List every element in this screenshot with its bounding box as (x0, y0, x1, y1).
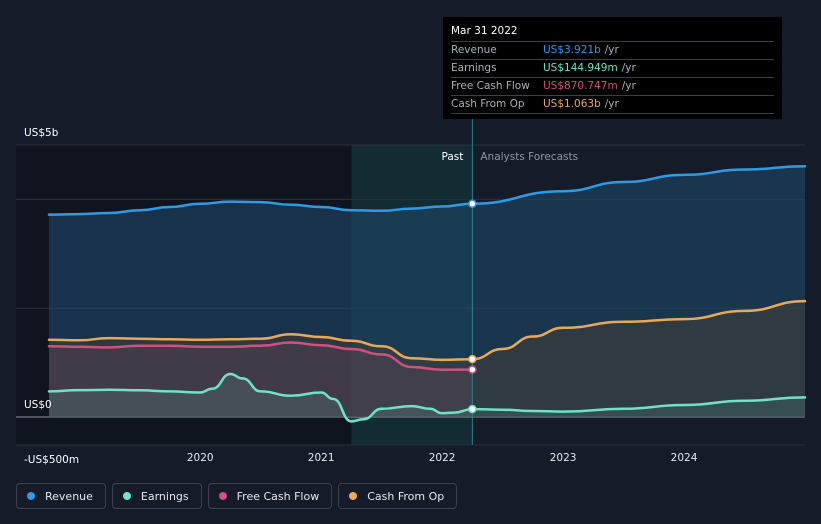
tooltip-row-unit: /yr (621, 80, 636, 92)
line-earnings (471, 396, 807, 413)
cursor-markers (468, 199, 477, 414)
legend-dot-icon (27, 492, 35, 500)
legend-item-revenue[interactable]: Revenue (16, 483, 106, 509)
y-tick-label: -US$500m (24, 454, 79, 466)
legend-item-earnings[interactable]: Earnings (111, 483, 202, 509)
legend-label: Free Cash Flow (236, 489, 320, 503)
area-earnings (49, 374, 473, 422)
line-earnings (47, 372, 474, 423)
line-cash-from-op (47, 333, 474, 362)
area-free-cash-flow (49, 342, 473, 417)
tooltip-row: Revenue US$3.921b/yr (451, 42, 774, 60)
marker-cash-from-op (468, 354, 477, 364)
tooltip-row-label: Earnings (451, 62, 497, 74)
tooltip-row-label: Cash From Op (451, 98, 525, 110)
tooltip-row-unit: /yr (604, 98, 619, 110)
y-tick-label: US$5b (24, 127, 59, 139)
tooltip-date: Mar 31 2022 (451, 23, 774, 42)
legend-dot-icon (218, 492, 227, 500)
past-label: Past (441, 151, 463, 163)
tooltip-row-unit: /yr (621, 62, 636, 74)
tooltip-rows: Revenue US$3.921b/yr Earnings US$144.949m/y… (451, 42, 774, 114)
legend-label: Cash From Op (367, 489, 445, 503)
tooltip: Mar 31 2022 Revenue US$3.921b/yr Earnings U… (443, 17, 782, 119)
legend-label: Revenue (45, 489, 93, 503)
tooltip-row-label: Revenue (451, 44, 497, 56)
x-tick-label: 2020 (187, 452, 214, 464)
line-revenue (471, 164, 807, 205)
tooltip-row-value: US$3.921b (543, 44, 601, 56)
legend-dot-icon (349, 492, 358, 500)
legend-dot-icon (122, 492, 131, 500)
marker-revenue (468, 199, 477, 208)
series-lines (47, 164, 807, 423)
tooltip-row: Earnings US$144.949m/yr (451, 60, 774, 78)
x-tick-label: 2023 (550, 452, 577, 464)
legend-item-cash-from-op[interactable]: Cash From Op (338, 483, 458, 509)
tooltip-row: Cash From Op US$1.063b/yr (451, 96, 774, 114)
line-cash-from-op (471, 299, 807, 361)
tooltip-row-value: US$1.063b (543, 98, 601, 110)
x-tick-label: 2024 (671, 452, 698, 464)
marker-earnings (468, 404, 477, 414)
legend-item-free-cash-flow[interactable]: Free Cash Flow (207, 483, 333, 509)
area-revenue (49, 201, 473, 417)
x-axis: 2020 2021 2022 2023 2024 (187, 452, 698, 464)
area-revenue (472, 166, 805, 417)
y-axis: US$5b US$0 -US$500m (24, 127, 79, 466)
tooltip-row-label: Free Cash Flow (451, 80, 530, 92)
marker-free-cash-flow (468, 365, 477, 374)
forecast-label: Analysts Forecasts (480, 151, 578, 163)
tooltip-row: Free Cash Flow US$870.747m/yr (451, 78, 774, 96)
tooltip-row-value: US$144.949m (543, 62, 618, 74)
tooltip-row-value: US$870.747m (543, 80, 618, 92)
x-tick-label: 2021 (308, 452, 335, 464)
line-free-cash-flow (47, 341, 474, 371)
y-tick-label: US$0 (24, 399, 52, 411)
x-tick-label: 2022 (429, 452, 456, 464)
area-cash-from-op (49, 334, 473, 417)
line-revenue (47, 200, 474, 216)
legend: Revenue Earnings Free Cash Flow Cash From O… (16, 483, 458, 509)
tooltip-row-unit: /yr (604, 44, 619, 56)
legend-label: Earnings (140, 489, 189, 503)
